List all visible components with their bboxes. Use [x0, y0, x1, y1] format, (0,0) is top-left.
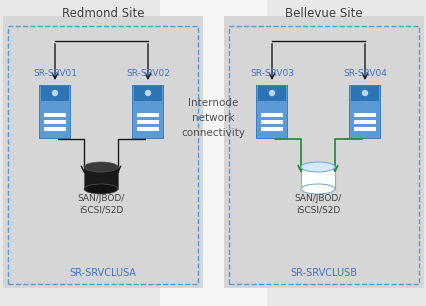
Text: SR-SRV02: SR-SRV02 — [126, 69, 170, 78]
Text: Redmond Site: Redmond Site — [62, 7, 144, 20]
Circle shape — [52, 91, 58, 95]
Bar — [300, 167, 334, 189]
Bar — [44, 113, 66, 117]
Bar — [84, 167, 118, 189]
Ellipse shape — [84, 184, 118, 194]
Bar — [260, 127, 282, 131]
Bar — [8, 26, 198, 284]
Bar — [137, 127, 158, 131]
Circle shape — [269, 91, 274, 95]
Bar — [257, 86, 285, 101]
Ellipse shape — [300, 184, 334, 194]
Bar — [160, 0, 266, 306]
Circle shape — [362, 91, 367, 95]
Bar — [260, 120, 282, 124]
Bar — [41, 86, 69, 101]
FancyBboxPatch shape — [40, 84, 70, 137]
FancyBboxPatch shape — [256, 84, 287, 137]
Bar — [228, 26, 418, 284]
Ellipse shape — [300, 162, 334, 172]
Bar — [260, 113, 282, 117]
Bar — [353, 127, 375, 131]
Bar — [44, 120, 66, 124]
Bar — [224, 16, 423, 288]
Text: SR-SRV04: SR-SRV04 — [342, 69, 386, 78]
Bar — [350, 86, 378, 101]
Text: SR-SRV03: SR-SRV03 — [249, 69, 294, 78]
Text: SR-SRVCLUSB: SR-SRVCLUSB — [290, 268, 357, 278]
Circle shape — [145, 91, 150, 95]
Bar — [353, 120, 375, 124]
Text: Internode
network
connectivity: Internode network connectivity — [181, 98, 245, 138]
Text: SAN/JBOD/
iSCSI/S2D: SAN/JBOD/ iSCSI/S2D — [294, 194, 341, 215]
Ellipse shape — [84, 162, 118, 172]
Bar — [137, 113, 158, 117]
Bar — [137, 120, 158, 124]
Text: SAN/JBOD/
iSCSI/S2D: SAN/JBOD/ iSCSI/S2D — [77, 194, 124, 215]
Bar — [353, 113, 375, 117]
FancyBboxPatch shape — [349, 84, 380, 137]
Text: SR-SRVCLUSА: SR-SRVCLUSА — [69, 268, 136, 278]
Bar — [134, 86, 161, 101]
Bar — [44, 127, 66, 131]
Text: SR-SRV01: SR-SRV01 — [33, 69, 77, 78]
FancyBboxPatch shape — [132, 84, 163, 137]
Bar — [3, 16, 202, 288]
Text: Bellevue Site: Bellevue Site — [285, 7, 362, 20]
